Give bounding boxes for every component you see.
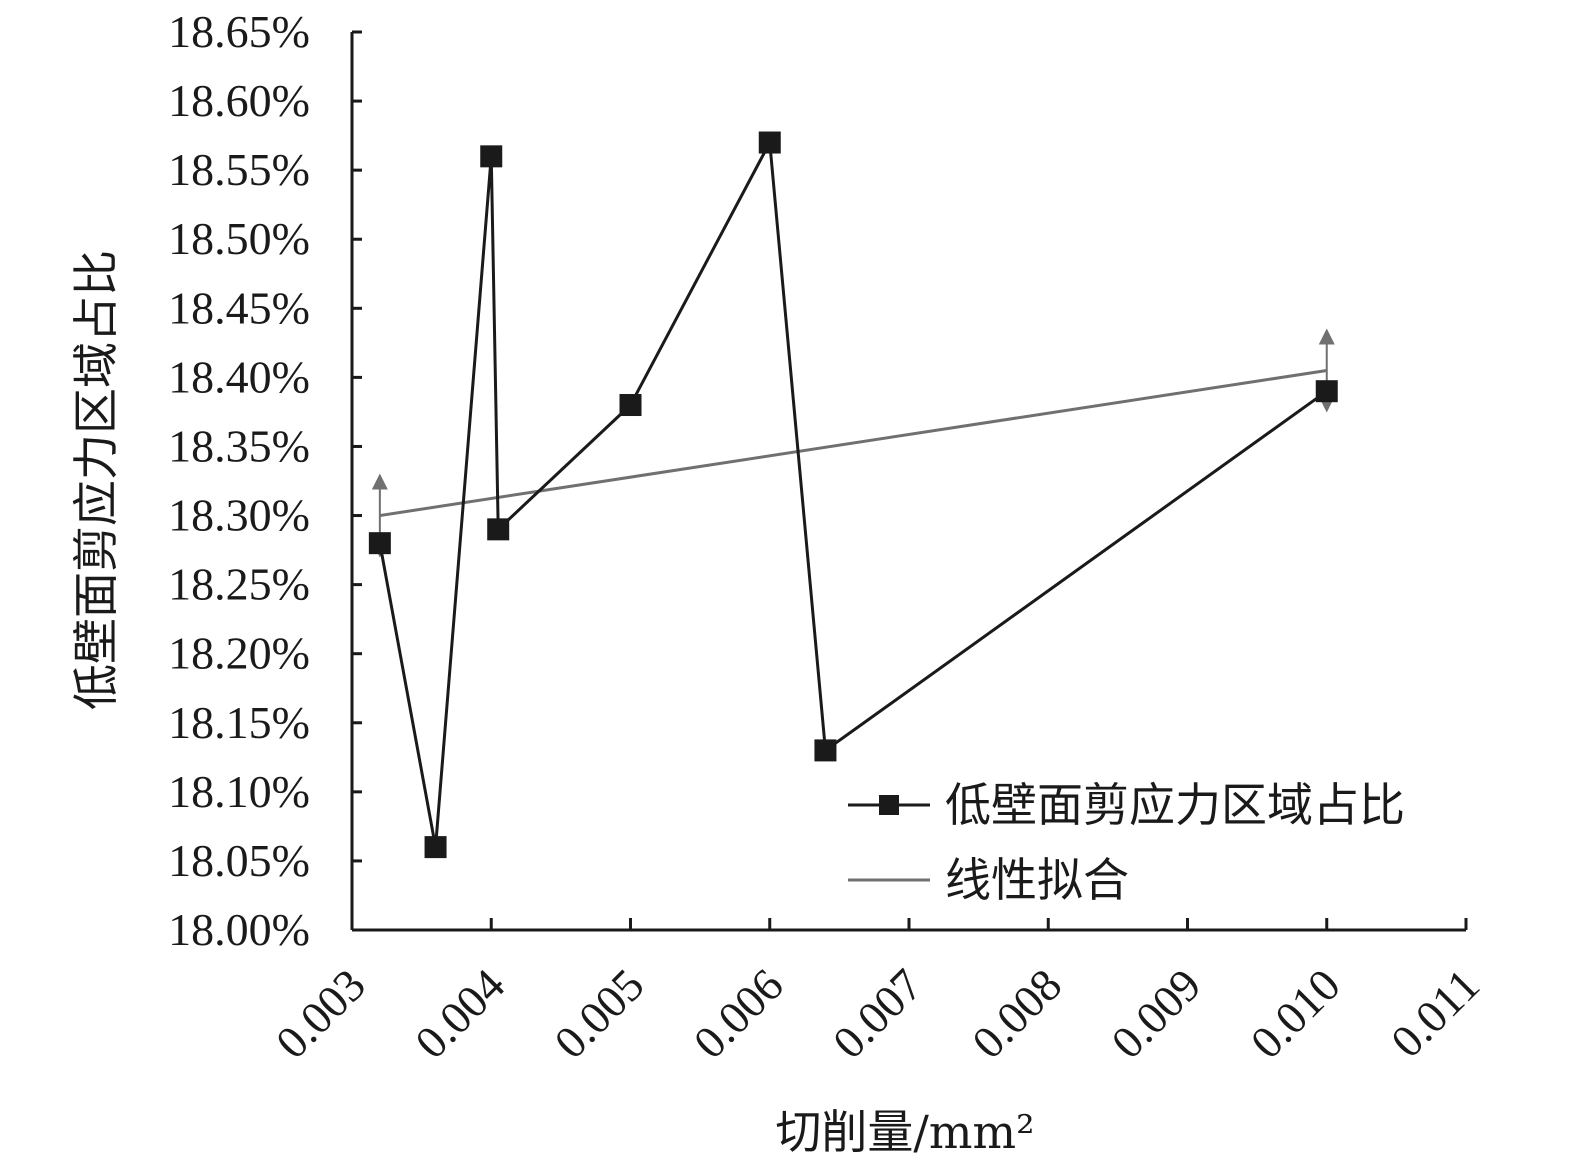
fit-arrow-up <box>371 473 388 490</box>
legend-marker-main <box>879 795 899 815</box>
data-point <box>487 518 510 541</box>
x-tick-label: 0.005 <box>544 959 653 1068</box>
main-series <box>368 131 1338 859</box>
y-tick-label: 18.65% <box>168 6 310 57</box>
y-tick-label: 18.00% <box>168 904 310 955</box>
x-tick-label: 0.003 <box>266 959 375 1068</box>
y-tick-label: 18.05% <box>168 835 310 886</box>
x-tick-label: 0.009 <box>1101 959 1210 1068</box>
y-tick-label: 18.30% <box>168 490 310 541</box>
x-tick-label: 0.008 <box>962 959 1071 1068</box>
legend-label-main: 低壁面剪应力区域占比 <box>945 778 1405 832</box>
y-tick-label: 18.25% <box>168 559 310 610</box>
y-tick-label: 18.15% <box>168 697 310 748</box>
legend: 低壁面剪应力区域占比 线性拟合 <box>848 778 1405 907</box>
legend-label-fit: 线性拟合 <box>945 853 1129 907</box>
data-point <box>758 131 781 154</box>
fit-arrow-up <box>1318 328 1335 345</box>
y-tick-label: 18.35% <box>168 420 310 471</box>
fit-series <box>371 328 1335 558</box>
data-point <box>1315 380 1338 403</box>
y-tick-label: 18.60% <box>168 75 310 126</box>
y-tick-label: 18.10% <box>168 766 310 817</box>
data-point <box>814 739 837 762</box>
data-point <box>368 532 391 555</box>
y-tick-label: 18.45% <box>168 282 310 333</box>
x-axis-title: 切削量/mm² <box>775 1105 1034 1159</box>
data-point <box>424 836 447 859</box>
x-tick-label: 0.010 <box>1241 959 1350 1068</box>
y-tick-label: 18.20% <box>168 628 310 679</box>
y-axis-title: 低壁面剪应力区域占比 <box>69 250 123 710</box>
y-tick-label: 18.55% <box>168 144 310 195</box>
x-ticks: 0.003 0.004 0.005 0.006 0.007 0.008 0.009 0.010… <box>266 918 1489 1068</box>
data-point <box>619 394 642 417</box>
x-tick-label: 0.011 <box>1381 959 1489 1067</box>
x-tick-label: 0.004 <box>405 959 514 1068</box>
data-point <box>480 145 503 168</box>
x-tick-label: 0.006 <box>684 959 793 1068</box>
x-tick-label: 0.007 <box>823 959 932 1068</box>
data-line <box>378 137 1328 848</box>
y-tick-label: 18.40% <box>168 351 310 402</box>
y-ticks: 18.00% 18.05% 18.10% 18.15% 18.20% 18.25% 18.3… <box>168 6 362 955</box>
y-tick-label: 18.50% <box>168 213 310 264</box>
